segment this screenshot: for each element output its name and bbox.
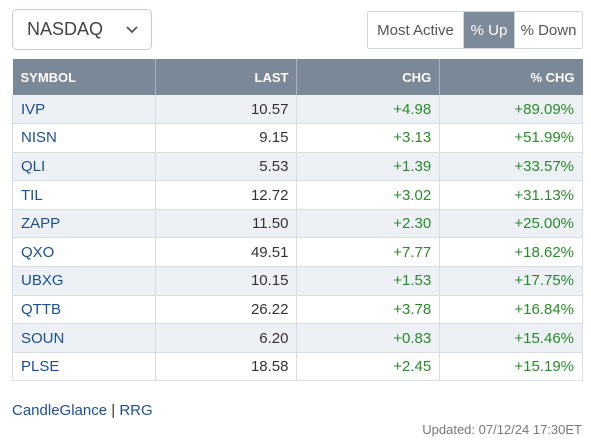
filter-button-group: Most Active % Up % Down [367,11,583,49]
pct-chg-cell: +18.62% [439,237,583,268]
table-header-row: SYMBOL LAST CHG % CHG [12,59,583,95]
last-cell: 26.22 [155,295,298,325]
symbol-cell[interactable]: UBXG [12,266,156,296]
pct-chg-cell: +16.84% [439,295,583,325]
table-row[interactable]: QLI 5.53 +1.39 +33.57% [12,152,583,182]
table-row[interactable]: QXO 49.51 +7.77 +18.62% [12,237,583,268]
percent-up-button[interactable]: % Up [463,12,514,48]
chg-column-header[interactable]: CHG [296,59,441,95]
link-separator: | [111,402,116,419]
most-active-button[interactable]: Most Active [368,12,463,48]
last-cell: 11.50 [155,209,298,239]
symbol-column-header[interactable]: SYMBOL [12,59,156,95]
chg-cell: +3.13 [296,123,441,153]
pct-chg-cell: +89.09% [439,95,583,125]
symbol-cell[interactable]: QTTB [12,295,156,325]
last-cell: 10.57 [155,95,298,125]
symbol-cell[interactable]: IVP [12,95,156,125]
pct-chg-cell: +51.99% [439,123,583,153]
movers-table: SYMBOL LAST CHG % CHG IVP 10.57 +4.98 +89.0… [12,59,583,382]
exchange-dropdown-value: NASDAQ [27,19,104,39]
chg-cell: +2.30 [296,209,441,239]
last-cell: 12.72 [155,180,298,210]
last-cell: 9.15 [155,123,298,153]
pct-chg-cell: +33.57% [439,152,583,182]
pct-chg-cell: +31.13% [439,180,583,210]
table-row[interactable]: ZAPP 11.50 +2.30 +25.00% [12,209,583,239]
symbol-cell[interactable]: ZAPP [12,209,156,239]
percent-down-button[interactable]: % Down [514,12,582,48]
exchange-dropdown[interactable]: NASDAQ [12,9,152,50]
symbol-cell[interactable]: TIL [12,180,156,210]
pct-chg-cell: +25.00% [439,209,583,239]
toolbar: NASDAQ Most Active % Up % Down [12,9,583,51]
chg-cell: +0.83 [296,323,441,353]
symbol-cell[interactable]: QLI [12,152,156,182]
table-row[interactable]: TIL 12.72 +3.02 +31.13% [12,180,583,210]
pct-chg-cell: +15.46% [439,323,583,353]
last-cell: 5.53 [155,152,298,182]
candleglance-link[interactable]: CandleGlance [12,402,108,419]
symbol-cell[interactable]: SOUN [12,323,156,353]
last-cell: 49.51 [155,237,298,268]
last-cell: 18.58 [155,352,298,382]
footer-links: CandleGlance | RRG [12,402,153,419]
table-row[interactable]: PLSE 18.58 +2.45 +15.19% [12,352,583,382]
chg-cell: +1.53 [296,266,441,296]
chg-cell: +3.02 [296,180,441,210]
last-column-header[interactable]: LAST [155,59,298,95]
symbol-cell[interactable]: PLSE [12,352,156,382]
rrg-link[interactable]: RRG [119,402,153,419]
chg-cell: +7.77 [296,237,441,268]
table-row[interactable]: NISN 9.15 +3.13 +51.99% [12,123,583,153]
table-row[interactable]: UBXG 10.15 +1.53 +17.75% [12,266,583,296]
table-row[interactable]: IVP 10.57 +4.98 +89.09% [12,95,583,125]
chg-cell: +4.98 [296,95,441,125]
symbol-cell[interactable]: QXO [12,237,156,268]
chg-cell: +2.45 [296,352,441,382]
chevron-down-icon [126,26,138,34]
symbol-cell[interactable]: NISN [12,123,156,153]
last-cell: 6.20 [155,323,298,353]
table-row[interactable]: SOUN 6.20 +0.83 +15.46% [12,323,583,353]
pct-chg-cell: +15.19% [439,352,583,382]
pct-chg-column-header[interactable]: % CHG [439,59,583,95]
chg-cell: +1.39 [296,152,441,182]
pct-chg-cell: +17.75% [439,266,583,296]
chg-cell: +3.78 [296,295,441,325]
table-row[interactable]: QTTB 26.22 +3.78 +16.84% [12,295,583,325]
last-cell: 10.15 [155,266,298,296]
updated-timestamp: Updated: 07/12/24 17:30ET [422,422,582,437]
